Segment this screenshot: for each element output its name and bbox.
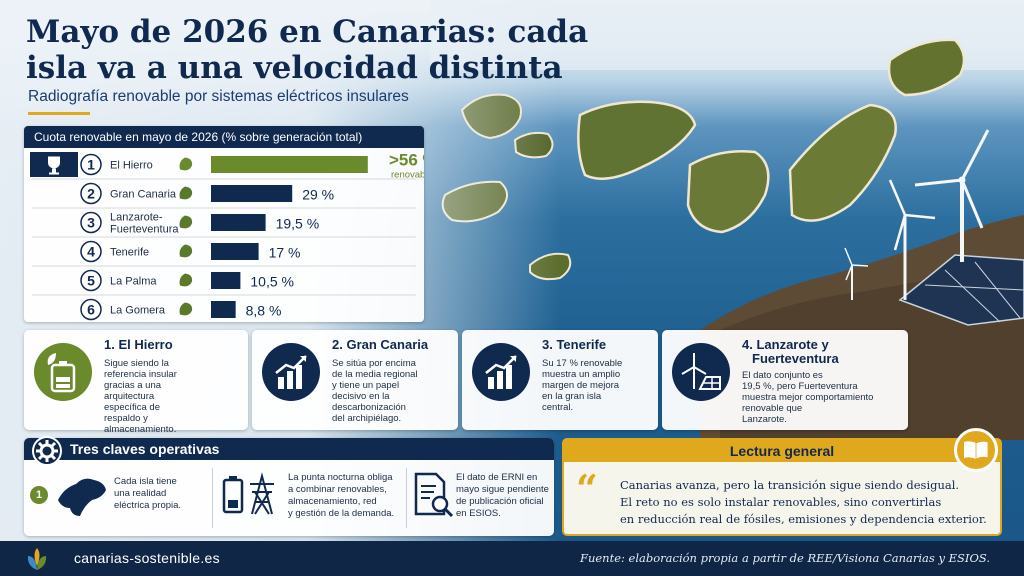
footer: canarias-sostenible.es Fuente: elaboraci… [0,541,1024,576]
footer-site-link[interactable]: canarias-sostenible.es [74,550,220,566]
card-gran-canaria: 2. Gran Canaria Se sitúa por encima de la… [252,330,458,430]
rank-number: 5 [87,273,95,289]
rank-number: 4 [87,244,95,260]
book-icon [954,428,998,472]
trophy-icon [48,156,60,169]
wind-turbines [844,129,990,300]
general-reading-panel: Lectura general “ Canarias avanza, pero … [562,428,1002,536]
battery-leaf-icon [34,343,92,401]
divider [212,468,213,528]
reading-line-1: Canarias avanza, pero la transición sigu… [620,478,960,492]
island-silhouette-icon [179,244,193,258]
card-tenerife: 3. Tenerife Su 17 % renovable muestra un … [462,330,658,430]
rank-badge [80,211,102,234]
bar [211,243,259,260]
rank-number: 3 [87,215,95,231]
key-text-1: Cada isla tiene una realidad eléctrica pro… [114,476,182,511]
value-label-note: renovable [391,170,424,181]
trophy-icon-stem [52,168,56,173]
reading-line-2: El reto no es solo instalar renovables, … [620,495,942,509]
card-lanzarote-fuerteventura: 4. Lanzarote y Fuerteventura El dato conj… [662,330,908,430]
rank-number: 6 [87,302,95,318]
quote-mark-icon: “ [576,466,598,511]
bar [211,214,266,231]
bar [211,185,293,202]
value-label: 19,5 % [276,216,320,232]
reading-title: Lectura general [729,443,835,459]
card-title: 4. Lanzarote y Fuerteventura [742,337,839,366]
card-el-hierro: 1. El Hierro Sigue siendo la referencia i… [24,330,248,435]
card-text: Sigue siendo la referencia insular gracias… [104,358,177,435]
key-text-3: El dato de ERNI en mayo sigue pendiente de… [456,472,549,519]
island-silhouette-icon [179,302,193,316]
divider [406,468,407,528]
rank-badge [80,153,102,176]
value-label: 10,5 % [250,274,294,290]
leaf-logo-icon [27,548,47,570]
keys-title: Tres claves operativas [70,441,220,457]
bar-chart-up-icon [472,343,530,401]
island-silhouette-icon [179,215,193,229]
gear-icon [32,436,62,466]
card-text: El dato conjunto es 19,5 %, pero Fuerteve… [742,370,874,425]
category-label: Gran Canaria [110,189,177,201]
keys-header [24,438,554,460]
wind-solar-icon [672,343,730,401]
island-silhouette-icon [179,186,193,200]
category-label: La Palma [110,276,157,288]
page-title: Mayo de 2026 en Canarias: cada isla va a… [26,14,589,86]
three-keys-panel: Tres claves operativas 1 Cada isla tiene… [24,436,554,536]
value-label: 8,8 % [246,303,282,319]
bar [211,301,236,318]
subtitle-underline [28,112,90,115]
trophy-icon-base [49,172,59,175]
card-title: 1. El Hierro [104,337,173,352]
page-subtitle: Radiografía renovable por sistemas eléct… [28,88,409,105]
reading-line-3: en reducción real de fósiles, emisiones … [620,512,987,526]
category-label: El Hierro [110,160,153,172]
category-label: Tenerife [110,247,149,259]
category-label: Fuerteventura [110,224,179,236]
key-text-2: La punta nocturna obliga a combinar renov… [288,472,395,519]
rank-badge [80,240,102,263]
renewable-share-chart: Cuota renovable en mayo de 2026 (% sobre… [24,126,424,322]
card-title: 3. Tenerife [542,337,607,352]
value-label: >56 % [389,151,424,170]
island-map-icon [58,478,106,516]
card-text: Su 17 % renovable muestra un amplio margen… [542,358,623,413]
category-label: Lanzarote- [110,212,163,224]
footer-source: Fuente: elaboración propia a partir de R… [579,551,990,565]
rank-badge [80,269,102,292]
value-label: 29 % [302,187,334,203]
card-text: Se sitúa por encima de la media regional y… [332,358,418,424]
island-silhouette-icon [179,157,193,171]
rank-badge [80,182,102,205]
document-search-icon [414,472,454,518]
bar-chart-up-icon [262,343,320,401]
rank-number: 2 [87,186,95,202]
category-label: La Gomera [110,305,166,317]
value-label: 17 % [269,245,301,261]
key-number-badge: 1 [30,486,48,504]
battery-pylon-icon [222,472,274,515]
rank-number: 1 [87,157,95,173]
bar [211,272,241,289]
solar-panels [898,254,1024,326]
card-title: 2. Gran Canaria [332,337,429,352]
bar-chart-svg: 1 El Hierro >56 %renovable 2 Gran Canaria 29 … [30,151,424,321]
island-silhouette-icon [179,273,193,287]
chart-title: Cuota renovable en mayo de 2026 (% sobre… [24,126,424,148]
bar [211,156,368,173]
rank-badge [80,298,102,321]
reading-header [564,440,1000,462]
